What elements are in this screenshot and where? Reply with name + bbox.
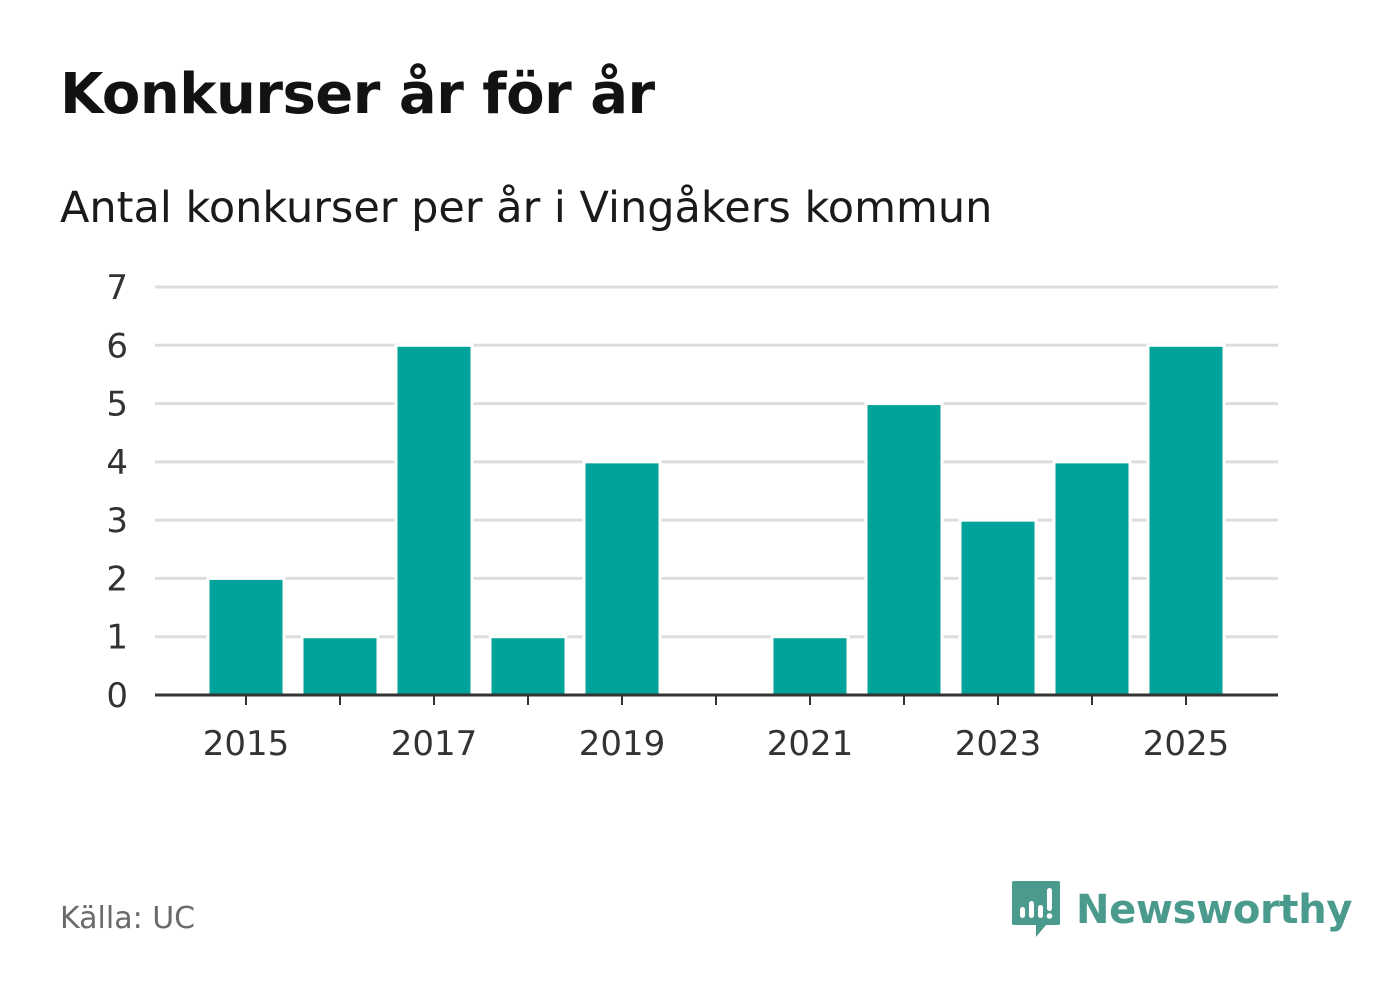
x-axis [155,693,1278,705]
bar-2025 [1146,343,1226,697]
bar-2018 [488,635,568,697]
bar-2021 [770,635,850,697]
bar-2015 [206,576,286,697]
y-tick-label: 7 [106,268,128,308]
brand-name: Newsworthy [1076,887,1353,933]
y-tick-label: 0 [106,676,128,716]
x-tick-label: 2021 [767,724,854,764]
x-tick-label: 2017 [391,724,478,764]
bar-2017 [394,343,474,697]
bar-2022 [864,402,944,697]
y-axis-tick-labels: 0 1 2 3 4 5 6 7 [106,268,128,716]
x-tick-label: 2019 [579,724,666,764]
chart-title: Konkurser år för år [60,62,655,127]
x-tick-label: 2025 [1143,724,1230,764]
bar-chart: 0 1 2 3 4 5 6 7 2015 2017 2019 2021 2023 2025 [106,268,1278,764]
newsworthy-logo: Newsworthy [1010,878,1353,942]
bar-2023 [958,518,1038,697]
x-axis-tick-labels: 2015 2017 2019 2021 2023 2025 [203,724,1230,764]
y-tick-label: 2 [106,559,128,599]
y-tick-label: 3 [106,501,128,541]
bar-2024 [1052,460,1132,697]
y-tick-label: 4 [106,443,128,483]
bar-2019 [582,460,662,697]
x-tick-label: 2023 [955,724,1042,764]
chart-subtitle: Antal konkurser per år i Vingåkers kommu… [60,183,993,233]
y-tick-label: 5 [106,385,128,425]
x-tick-label: 2015 [203,724,290,764]
source-note: Källa: UC [60,901,196,936]
newsworthy-logo-icon [1012,881,1060,937]
y-tick-label: 1 [106,618,128,658]
bars [206,343,1226,697]
bar-2016 [300,635,380,697]
y-tick-label: 6 [106,326,128,366]
